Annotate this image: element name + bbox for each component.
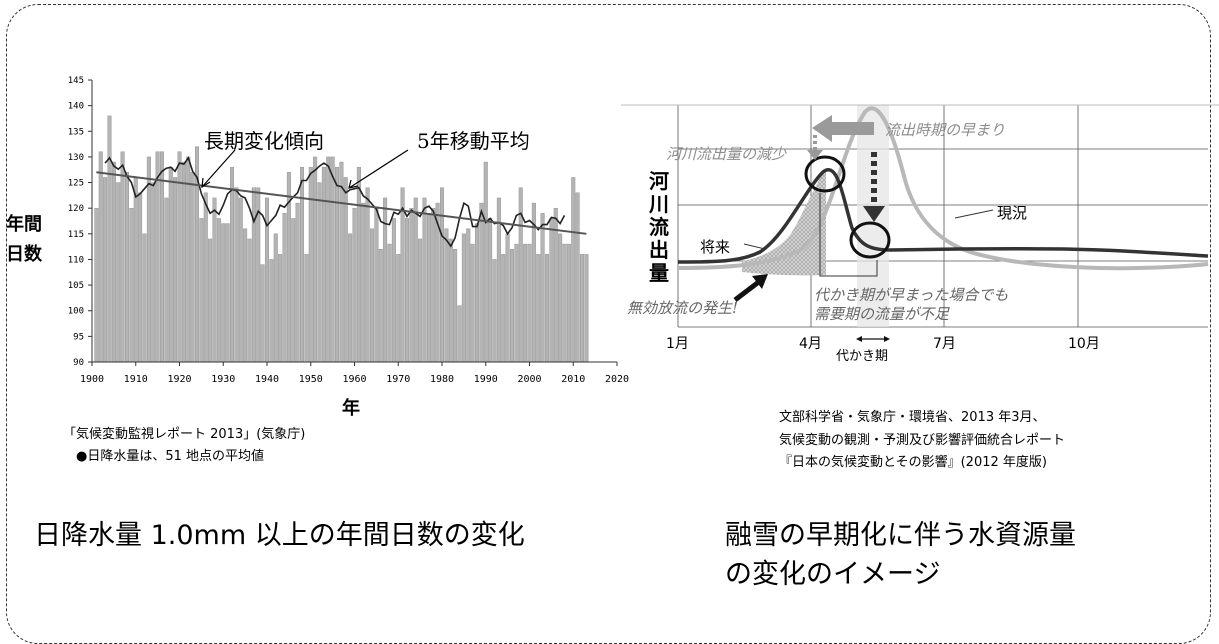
x-tick-label: 1990 xyxy=(474,374,498,385)
x-tick-label: 1930 xyxy=(211,374,235,385)
label-shortage-1: 代かき期が早まった場合でも xyxy=(814,286,1009,304)
early-arrow-body xyxy=(830,122,874,135)
right-ylabel: 河 川 流 出 量 xyxy=(649,170,669,285)
label-daikaki: 代かき期 xyxy=(836,349,889,364)
shortage-bracket xyxy=(819,193,878,277)
moving-average-line xyxy=(104,156,566,248)
right-ylabel-char-3: 流 xyxy=(649,215,669,239)
ma-annotation-arrow xyxy=(348,149,409,189)
x-tick-label: 1960 xyxy=(342,374,366,385)
x-tick-label: 1980 xyxy=(430,374,454,385)
ma-arrowhead xyxy=(348,179,359,189)
right-chart xyxy=(621,104,1219,342)
y-tick-label: 120 xyxy=(68,204,84,214)
label-early: 流出時期の早まり xyxy=(885,121,1006,139)
x-tick-label: 2020 xyxy=(605,374,629,385)
trend-annotation-arrow xyxy=(201,149,236,188)
right-caption-2: の変化のイメージ xyxy=(725,559,941,590)
x-tick-label: 2010 xyxy=(561,374,585,385)
month-10: 10月 xyxy=(1068,336,1100,352)
label-invalid: 無効放流の発生! xyxy=(627,299,739,317)
right-source-3: 『日本の気候変動とその影響』(2012 年度版) xyxy=(779,455,1047,470)
right-source-1: 文部科学省・気象庁・環境省、2013 年3月、 xyxy=(779,410,1046,425)
left-ylabel-line2: 日数 xyxy=(6,244,42,265)
current-leader xyxy=(954,209,994,219)
x-tick-label: 2000 xyxy=(517,374,541,385)
y-tick-label: 140 xyxy=(68,102,84,112)
label-decrease: 河川流出量の減少 xyxy=(666,145,787,163)
y-tick-label: 100 xyxy=(68,307,84,317)
x-tick-label: 1920 xyxy=(167,374,191,385)
long-term-trend-line xyxy=(96,171,587,235)
left-xlabel: 年 xyxy=(342,398,360,419)
early-arrow-head xyxy=(812,115,832,142)
invalid-arrow-head xyxy=(752,274,768,289)
label-future: 将来 xyxy=(700,238,731,256)
right-ylabel-char-4: 出 xyxy=(649,238,669,262)
peak-circle-future xyxy=(804,155,846,193)
right-ylabel-char-5: 量 xyxy=(649,261,669,285)
trend-arrowhead xyxy=(201,177,211,189)
left-caption: 日降水量 1.0mm 以上の年間日数の変化 xyxy=(34,520,525,551)
right-plot-bg xyxy=(678,105,1208,327)
x-tick-label: 1950 xyxy=(299,374,323,385)
left-ylabel-line1: 年間 xyxy=(6,214,42,235)
ineffective-discharge-area xyxy=(742,171,826,276)
y-tick-label: 105 xyxy=(68,281,84,291)
invalid-arrow-shaft xyxy=(733,279,762,302)
right-caption-1: 融雪の早期化に伴う水資源量 xyxy=(725,520,1076,551)
x-tick-label: 1900 xyxy=(80,374,104,385)
left-source: 「気候変動監視レポート 2013」(気象庁) xyxy=(63,427,306,442)
month-7: 7月 xyxy=(933,336,956,352)
right-ylabel-char-2: 川 xyxy=(649,192,669,216)
left-chart: 90 95 100 105 110 115 120 125 130 135 140 145 1900 19… xyxy=(68,76,629,385)
x-tick-label: 1940 xyxy=(255,374,279,385)
label-shortage-2: 需要期の流量が不足 xyxy=(814,305,950,323)
right-ylabel-char-1: 河 xyxy=(649,169,669,193)
moving-average-annotation: 5年移動平均 xyxy=(417,129,530,153)
month-1: 1月 xyxy=(666,336,689,352)
y-tick-label: 145 xyxy=(68,76,84,86)
y-tick-label: 110 xyxy=(68,255,84,265)
decrease-arrowhead xyxy=(807,150,823,160)
x-tick-label: 1910 xyxy=(124,374,148,385)
left-note: ●日降水量は、51 地点の平均値 xyxy=(76,449,265,464)
x-tick-label: 1970 xyxy=(386,374,410,385)
y-tick-label: 90 xyxy=(73,358,84,368)
y-tick-label: 130 xyxy=(68,153,84,163)
month-4: 4月 xyxy=(799,336,822,352)
current-line xyxy=(677,106,1209,271)
y-tick-label: 125 xyxy=(68,179,84,189)
right-source-2: 気候変動の観測・予測及び影響評価統合レポート xyxy=(779,433,1066,448)
shortage-arrowhead xyxy=(863,206,885,222)
y-tick-label: 95 xyxy=(73,332,84,342)
demand-circle xyxy=(849,221,891,259)
y-tick-label: 115 xyxy=(68,230,84,240)
trend-annotation: 長期変化傾向 xyxy=(204,129,324,153)
future-leader xyxy=(743,243,766,250)
y-tick-label: 135 xyxy=(68,127,84,137)
label-current: 現況 xyxy=(997,204,1028,222)
